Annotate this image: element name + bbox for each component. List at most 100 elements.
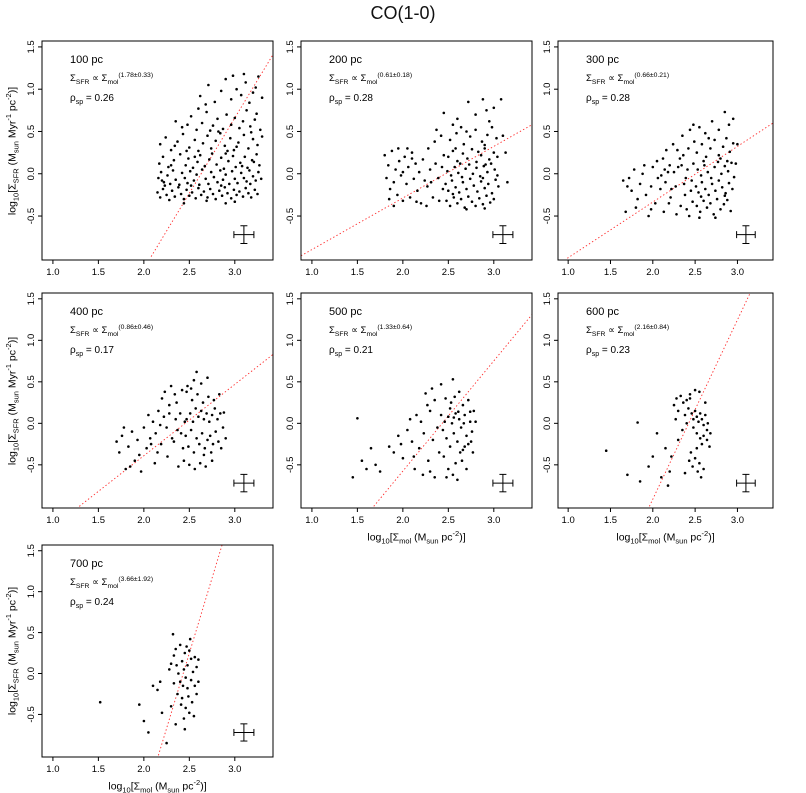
plot-box <box>41 544 274 758</box>
x-tick-label: 3.0 <box>731 515 744 526</box>
y-tick-label: -0.5 <box>542 208 553 224</box>
error-bar <box>736 225 756 245</box>
error-bar <box>233 225 255 245</box>
scatter-points <box>98 632 200 745</box>
panel-label: 600 pc <box>586 306 620 318</box>
panel-100pc: 1.0 1.5 2.0 2.5 3.0 -0.5 0.0 0.5 1.0 1.5 <box>26 40 274 278</box>
figure-title: CO(1-0) <box>370 3 436 23</box>
y-tick-label: -0.5 <box>26 457 37 473</box>
plot-box <box>300 292 533 509</box>
y-tick-label: 1.5 <box>285 292 296 305</box>
x-tick-label: 1.5 <box>604 267 617 278</box>
plot-box <box>300 40 533 261</box>
panel-label: 300 pc <box>586 54 620 66</box>
panel-label: 500 pc <box>329 306 363 318</box>
y-tick-label: 1.0 <box>26 585 37 598</box>
y-tick-label: -0.5 <box>285 208 296 224</box>
rho-value: ρsp = 0.23 <box>586 345 630 358</box>
plot-box <box>557 292 774 509</box>
x-tick-label: 2.0 <box>137 764 150 775</box>
panel-600pc: 1.0 1.5 2.0 2.5 3.0 -0.5 0.0 0.5 1.0 1.5 <box>542 292 774 526</box>
y-tick-label: -0.5 <box>542 457 553 473</box>
scatter-points <box>604 388 712 487</box>
x-tick-label: 1.0 <box>562 267 575 278</box>
fit-relation: ΣSFR ∝ Σmol(3.66±1.92) <box>70 576 154 591</box>
x-tick-label: 1.0 <box>46 267 59 278</box>
y-tick-label: 0.5 <box>26 125 37 138</box>
y-tick-label: 0.5 <box>542 375 553 388</box>
x-tick-label: 2.5 <box>689 267 702 278</box>
x-tick-label: 2.0 <box>137 515 150 526</box>
rho-value: ρsp = 0.28 <box>329 93 373 106</box>
x-tick-label: 2.0 <box>646 515 659 526</box>
x-tick-label: 2.5 <box>442 267 455 278</box>
plot-box <box>557 40 774 261</box>
fit-line <box>150 54 274 257</box>
x-axis-title: log10[Σmol (Msun pc-2)] <box>367 529 466 546</box>
x-tick-label: 3.0 <box>487 515 500 526</box>
y-tick-label: 0.0 <box>26 167 37 180</box>
fit-line <box>79 354 274 507</box>
error-bar <box>233 723 255 742</box>
rho-value: ρsp = 0.28 <box>586 93 630 106</box>
x-tick-label: 2.5 <box>442 515 455 526</box>
error-bar <box>492 225 514 245</box>
x-tick-label: 3.0 <box>228 764 241 775</box>
error-bar <box>492 473 514 493</box>
rho-value: ρsp = 0.17 <box>70 345 114 358</box>
x-tick-label: 2.5 <box>689 515 702 526</box>
x-tick-label: 2.0 <box>646 267 659 278</box>
y-tick-label: 0.5 <box>285 125 296 138</box>
x-axis-title: log10[Σmol (Msun pc-2)] <box>108 778 207 793</box>
fit-relation: ΣSFR ∝ Σmol(0.61±0.18) <box>329 72 413 87</box>
x-tick-label: 2.0 <box>396 515 409 526</box>
plot-box <box>41 40 274 261</box>
y-axis-title: log10[ΣSFR (Msun Myr-1 pc-2)] <box>4 586 21 716</box>
fit-relation: ΣSFR ∝ Σmol(0.66±0.21) <box>586 72 670 87</box>
y-axis-title: log10[ΣSFR (Msun Myr-1 pc-2)] <box>4 336 21 465</box>
panel-500pc: 1.0 1.5 2.0 2.5 3.0 -0.5 0.0 0.5 1.0 1.5 <box>285 292 533 526</box>
x-axis-title: log10[Σmol (Msun pc-2)] <box>616 529 715 546</box>
x-tick-label: 1.5 <box>92 764 105 775</box>
y-tick-label: 0.0 <box>542 167 553 180</box>
y-tick-label: 1.5 <box>542 292 553 305</box>
y-tick-label: 0.0 <box>26 417 37 430</box>
fit-relation: ΣSFR ∝ Σmol(0.86±0.46) <box>70 324 154 339</box>
x-tick-label: 2.5 <box>183 515 196 526</box>
x-tick-label: 1.0 <box>46 515 59 526</box>
panel-200pc: 1.0 1.5 2.0 2.5 3.0 -0.5 0.0 0.5 1.0 1.5 <box>285 40 533 278</box>
x-tick-label: 1.5 <box>351 267 364 278</box>
scatter-points <box>621 110 739 219</box>
x-tick-label: 3.0 <box>487 267 500 278</box>
y-tick-label: 1.0 <box>542 83 553 96</box>
error-bar <box>736 473 756 493</box>
y-tick-label: 1.0 <box>26 334 37 347</box>
x-tick-label: 2.0 <box>396 267 409 278</box>
y-tick-label: 0.5 <box>285 375 296 388</box>
y-tick-label: 0.0 <box>542 417 553 430</box>
scatter-points <box>156 72 264 205</box>
x-tick-label: 1.5 <box>604 515 617 526</box>
panel-label: 200 pc <box>329 54 363 66</box>
x-tick-label: 1.0 <box>305 267 318 278</box>
x-tick-label: 1.0 <box>46 764 59 775</box>
y-tick-label: 0.5 <box>26 626 37 639</box>
x-tick-label: 3.0 <box>731 267 744 278</box>
x-tick-label: 2.5 <box>183 764 196 775</box>
y-tick-label: 1.5 <box>285 40 296 53</box>
rho-value: ρsp = 0.24 <box>70 597 114 610</box>
y-tick-label: 0.0 <box>285 417 296 430</box>
fit-relation: ΣSFR ∝ Σmol(2.16±0.84) <box>586 324 670 339</box>
y-tick-label: 0.0 <box>26 667 37 680</box>
scatter-points <box>351 378 477 482</box>
x-tick-label: 1.5 <box>92 515 105 526</box>
rho-value: ρsp = 0.26 <box>70 93 114 106</box>
y-tick-label: 1.5 <box>26 40 37 53</box>
fit-line <box>373 314 533 507</box>
y-tick-label: 1.5 <box>26 292 37 305</box>
fit-relation: ΣSFR ∝ Σmol(1.78±0.33) <box>70 72 154 87</box>
panel-label: 100 pc <box>70 54 104 66</box>
fit-line <box>649 292 751 507</box>
